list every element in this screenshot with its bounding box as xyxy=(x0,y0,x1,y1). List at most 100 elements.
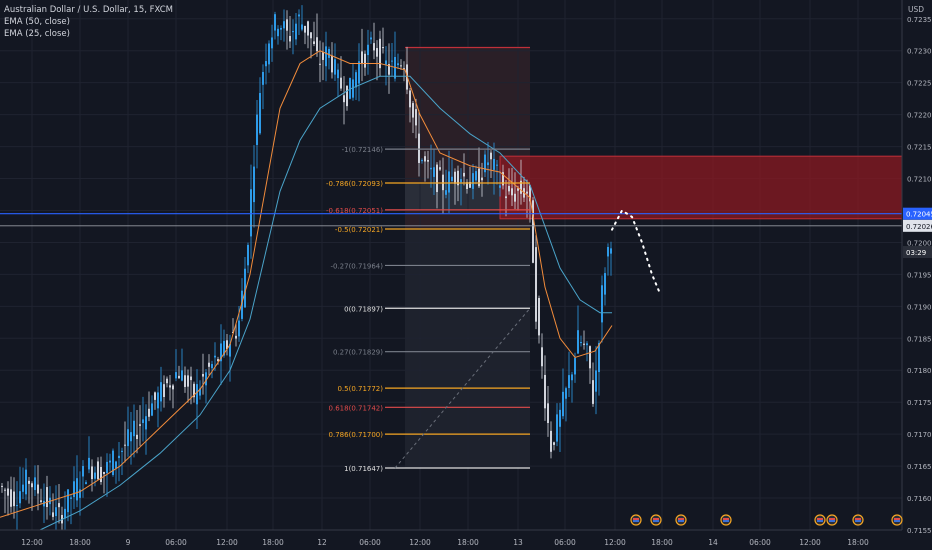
candle-body xyxy=(226,340,228,350)
candle-body xyxy=(577,330,579,354)
candle-body xyxy=(211,364,213,369)
candle-body xyxy=(382,47,384,49)
candle-body xyxy=(148,408,150,417)
fibonacci-levels[interactable]: -1(0.72146) -0.786(0.72093) -0.618(0.72051… xyxy=(0,146,902,473)
candle-body xyxy=(301,24,303,30)
candle-body xyxy=(193,383,195,398)
candle-body xyxy=(340,77,342,89)
candle-body xyxy=(103,471,105,475)
price-label-box xyxy=(903,219,932,232)
time-tick-label: 06:00 xyxy=(165,538,187,547)
time-tick-label: 12:00 xyxy=(604,538,626,547)
candle-body xyxy=(28,480,30,484)
candle-body xyxy=(532,200,534,263)
candle-body xyxy=(355,72,357,88)
indicator-ema50[interactable]: EMA (50, close) xyxy=(4,17,70,27)
candle-body xyxy=(181,370,183,381)
candle-body xyxy=(286,19,288,31)
candle-body xyxy=(283,21,285,29)
candle-body xyxy=(361,51,363,65)
event-flag-stripe xyxy=(678,518,684,520)
candle-body xyxy=(127,429,129,447)
candle-body xyxy=(607,246,609,257)
candle-body xyxy=(322,52,324,60)
price-label-box xyxy=(903,207,932,220)
candle-body xyxy=(31,483,33,488)
candle-body xyxy=(151,403,153,416)
candle-body xyxy=(598,342,600,373)
time-tick-label: 9 xyxy=(126,538,131,547)
candle-body xyxy=(502,172,504,186)
candle-body xyxy=(1,485,3,487)
candle-body xyxy=(277,28,279,37)
candle-body xyxy=(550,430,552,452)
candle-body xyxy=(331,55,333,73)
price-label-text: 03:29 xyxy=(906,249,926,257)
ema25-line xyxy=(0,50,613,518)
candle-body xyxy=(55,507,57,517)
event-flag-stripe xyxy=(817,520,823,522)
candle-body xyxy=(526,191,528,194)
candle-body xyxy=(358,61,360,84)
candle-body xyxy=(19,491,21,504)
candle-body xyxy=(106,461,108,474)
candle-body xyxy=(505,196,507,199)
candle-body xyxy=(448,171,450,193)
candle-body xyxy=(514,193,516,202)
time-axis[interactable]: 12:00 18:00 9 06:00 12:00 18:00 12 06:00 12:00 18… xyxy=(0,529,902,550)
candle-body xyxy=(223,340,225,356)
chart-legend: Australian Dollar / U.S. Dollar, 15, FXC… xyxy=(4,4,173,40)
event-markers[interactable] xyxy=(630,514,903,526)
candle-body xyxy=(469,181,471,188)
candle-body xyxy=(343,95,345,103)
candle-body xyxy=(34,477,36,491)
fib-lower-1-label: 0.27(0.71829) xyxy=(333,349,383,357)
fib-diagonal xyxy=(394,307,531,469)
candle-body xyxy=(604,273,606,295)
candle-body xyxy=(259,93,261,134)
candle-body xyxy=(205,372,207,386)
candle-body xyxy=(307,21,309,36)
indicator-ema25[interactable]: EMA (25, close) xyxy=(4,29,70,39)
candle-body xyxy=(115,461,117,469)
candle-body xyxy=(208,362,210,367)
candle-body xyxy=(37,484,39,494)
event-flag-stripe xyxy=(817,518,823,520)
candle-body xyxy=(7,488,9,496)
candle-body xyxy=(400,65,402,67)
candle-body xyxy=(397,63,399,66)
candle-body xyxy=(76,478,78,501)
candle-body xyxy=(79,489,81,498)
candle-body xyxy=(157,392,159,409)
time-tick-label: 06:00 xyxy=(554,538,576,547)
candle-body xyxy=(214,355,216,358)
price-label-text: 0.72045 xyxy=(906,211,932,219)
candle-body xyxy=(589,346,591,369)
fib-upper-1-label: -0.786(0.72093) xyxy=(326,180,383,188)
candle-body xyxy=(97,461,99,480)
time-tick-label: 13 xyxy=(513,538,523,547)
candle-body xyxy=(352,79,354,98)
event-flag-stripe xyxy=(723,520,729,522)
fib-upper-4-label: -0.27(0.71964) xyxy=(330,262,383,270)
candle-body xyxy=(142,419,144,424)
time-tick-label: 18:00 xyxy=(69,538,91,547)
candle-body xyxy=(412,103,414,118)
candle-body xyxy=(553,442,555,445)
candle-body xyxy=(130,432,132,442)
supply-zone xyxy=(499,155,903,220)
candle-body xyxy=(349,77,351,99)
candle-body xyxy=(595,370,597,392)
candle-body xyxy=(457,170,459,186)
candle-body xyxy=(16,505,18,507)
candle-body xyxy=(199,388,201,396)
candle-body xyxy=(58,503,60,508)
fib-lower-3-label: 0.618(0.71742) xyxy=(329,404,384,412)
candle-body xyxy=(217,359,219,362)
